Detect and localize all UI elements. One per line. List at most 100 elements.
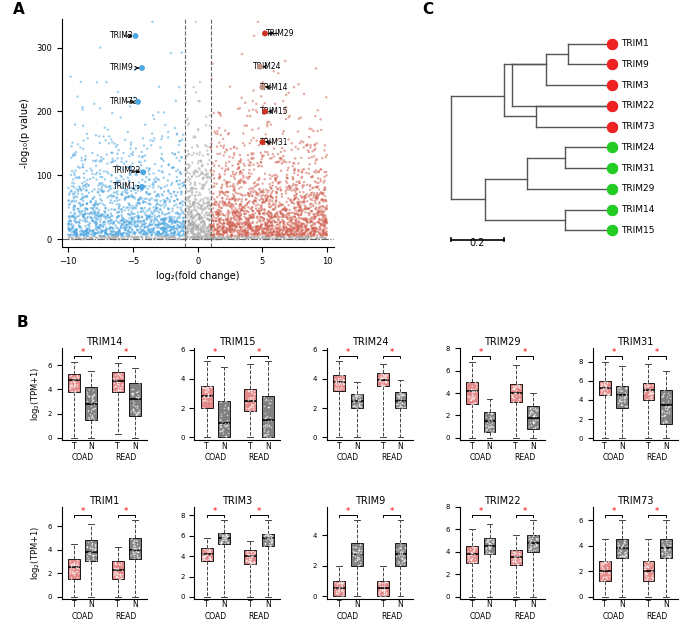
Point [184,217,195,227]
Point [219,228,229,238]
Point [641,394,652,404]
Point [182,202,192,212]
Point [242,403,253,413]
Point [64,203,75,213]
Point [347,542,358,552]
Point [354,395,365,405]
Point [471,557,482,567]
Point [294,202,305,212]
Point [350,556,361,566]
Point [266,225,277,235]
Point [619,551,630,561]
Point [227,194,238,204]
Point [619,386,630,396]
Point [266,208,277,218]
Point [132,225,143,235]
Point [66,153,77,163]
Point [317,208,328,218]
Point [164,231,175,241]
Point [242,188,253,198]
Point [195,203,206,213]
Point [187,217,198,227]
Point [95,220,105,230]
Point [89,207,100,217]
Point [129,227,140,237]
Point [162,193,173,203]
Point [155,201,166,211]
Point [471,542,482,552]
Point [278,151,289,161]
Point [308,224,319,234]
Point [203,388,214,398]
Point [104,216,115,226]
Point [78,231,89,241]
Point [664,401,675,411]
Point [84,180,95,190]
Point [292,199,303,209]
Point [236,200,247,210]
Point [94,157,105,167]
Point [145,210,155,220]
Point [64,566,75,576]
Point [379,370,390,380]
Point [79,155,90,165]
Point [242,225,253,235]
Point [84,188,95,198]
Point [239,140,250,150]
Point [299,228,310,238]
Point [620,547,631,557]
Point [101,182,112,192]
Point [189,202,200,212]
Point [91,223,102,233]
Point [286,222,297,232]
Point [68,178,79,188]
Point [135,207,146,217]
Point [265,530,276,540]
Point [191,210,202,220]
Point [299,191,310,201]
Point [109,381,120,391]
Point [306,216,317,226]
Point [379,577,390,587]
Point [76,155,87,165]
Point [198,173,209,183]
Point [283,135,294,145]
Point [280,186,291,196]
Point [640,575,651,585]
Point [318,212,329,222]
Point [512,556,523,566]
Point [210,213,221,223]
Point [64,199,75,209]
Point [69,170,80,180]
Point [242,217,253,227]
Point [205,547,216,557]
Point [198,205,209,215]
Point [202,149,213,159]
Point [278,157,289,167]
Point [232,222,242,232]
Point [657,411,668,421]
Point [88,399,99,409]
Point [271,192,282,202]
Point [617,396,628,406]
Point [302,233,313,243]
PathPatch shape [510,384,522,402]
Point [190,229,201,239]
Point [66,177,77,187]
Point [270,222,281,232]
Point [217,197,228,207]
Point [145,228,156,238]
Point [263,532,274,542]
Point [260,205,271,215]
Point [297,197,308,207]
Point [247,191,258,201]
Point [470,557,481,567]
Point [334,587,345,597]
Point [193,198,204,208]
Point [172,213,183,223]
Point [228,227,239,237]
Point [508,384,519,394]
Point [301,215,312,225]
Point [380,378,391,388]
Point [242,150,253,160]
